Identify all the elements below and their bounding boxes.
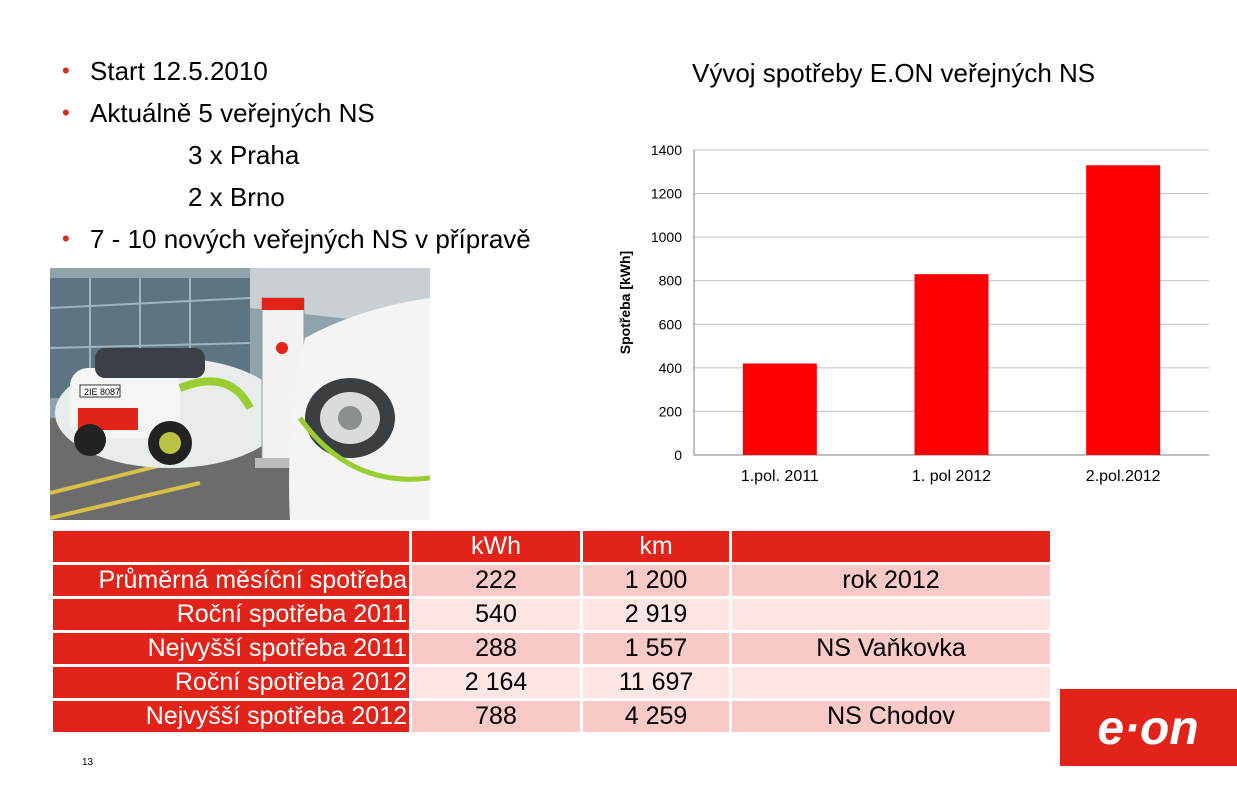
note-cell xyxy=(732,599,1050,630)
kwh-cell: 2 164 xyxy=(412,667,580,698)
bar xyxy=(742,363,817,455)
bar-chart: 0 200 400 600 800 1000 1200 1400 1.pol. 2011 1. p… xyxy=(617,142,1209,485)
x-tick-label: 1.pol. 2011 xyxy=(741,468,819,485)
kwh-cell: 288 xyxy=(412,633,580,664)
note-cell xyxy=(732,667,1050,698)
table-row: Roční spotřeba 2012 2 164 11 697 xyxy=(53,667,1050,698)
km-cell: 4 259 xyxy=(583,701,729,732)
bullet-item: • Aktuálně 5 veřejných NS xyxy=(62,92,622,134)
y-tick-label: 1000 xyxy=(651,229,682,245)
note-cell: rok 2012 xyxy=(732,565,1050,596)
bar xyxy=(914,274,989,455)
row-label: Roční spotřeba 2012 xyxy=(53,667,409,698)
page-number: 13 xyxy=(82,757,94,768)
eon-logo: e·on xyxy=(1060,689,1237,766)
table-row: Nejvyšší spotřeba 2012 788 4 259 NS Chod… xyxy=(53,701,1050,732)
bullet-list: • Start 12.5.2010 • Aktuálně 5 veřejných N… xyxy=(62,50,622,260)
km-cell: 1 557 xyxy=(583,633,729,664)
table-header-row: kWh km xyxy=(53,531,1050,562)
table-row: Průměrná měsíční spotřeba 222 1 200 rok … xyxy=(53,565,1050,596)
charging-station-photo: 2IE 8087 xyxy=(50,268,430,520)
x-tick-label: 2.pol.2012 xyxy=(1086,468,1161,485)
table-row: Roční spotřeba 2011 540 2 919 xyxy=(53,599,1050,630)
consumption-table: kWh km Průměrná měsíční spotřeba 222 1 2… xyxy=(50,528,1053,735)
row-label: Nejvyšší spotřeba 2011 xyxy=(53,633,409,664)
note-cell: NS Chodov xyxy=(732,701,1050,732)
kwh-cell: 540 xyxy=(412,599,580,630)
y-tick-label: 600 xyxy=(659,316,683,332)
bullet-dot-icon: • xyxy=(62,226,70,251)
logo-text: e·on xyxy=(1097,702,1198,755)
bullet-subitem: 2 x Brno xyxy=(188,182,285,212)
table-row: Nejvyšší spotřeba 2011 288 1 557 NS Vaňk… xyxy=(53,633,1050,664)
y-tick-label: 1200 xyxy=(651,186,682,202)
y-tick-label: 400 xyxy=(659,360,683,376)
kwh-cell: 788 xyxy=(412,701,580,732)
bar xyxy=(1086,165,1161,455)
y-axis-title: Spotřeba [kWh] xyxy=(617,251,633,354)
kwh-cell: 222 xyxy=(412,565,580,596)
row-label: Roční spotřeba 2011 xyxy=(53,599,409,630)
photo-illustration: 2IE 8087 xyxy=(50,268,430,520)
header-cell: kWh xyxy=(412,531,580,562)
y-tick-label: 0 xyxy=(674,447,682,463)
license-plate: 2IE 8087 xyxy=(84,387,120,397)
bullet-item: • Start 12.5.2010 xyxy=(62,50,622,92)
bullet-item: • 7 - 10 nových veřejných NS v přípravě xyxy=(62,218,622,260)
y-tick-label: 200 xyxy=(659,403,683,419)
header-cell xyxy=(732,531,1050,562)
row-label: Nejvyšší spotřeba 2012 xyxy=(53,701,409,732)
km-cell: 2 919 xyxy=(583,599,729,630)
chart-title: Vývoj spotřeby E.ON veřejných NS xyxy=(692,58,1096,88)
bullet-dot-icon: • xyxy=(62,58,70,83)
y-tick-label: 800 xyxy=(659,273,683,289)
x-tick-label: 1. pol 2012 xyxy=(912,468,991,485)
note-cell: NS Vaňkovka xyxy=(732,633,1050,664)
y-tick-label: 1400 xyxy=(651,142,682,158)
bullet-dot-icon: • xyxy=(62,100,70,125)
header-cell xyxy=(53,531,409,562)
header-cell: km xyxy=(583,531,729,562)
row-label: Průměrná měsíční spotřeba xyxy=(53,565,409,596)
km-cell: 1 200 xyxy=(583,565,729,596)
bullet-subitem: 3 x Praha xyxy=(188,140,300,170)
km-cell: 11 697 xyxy=(583,667,729,698)
